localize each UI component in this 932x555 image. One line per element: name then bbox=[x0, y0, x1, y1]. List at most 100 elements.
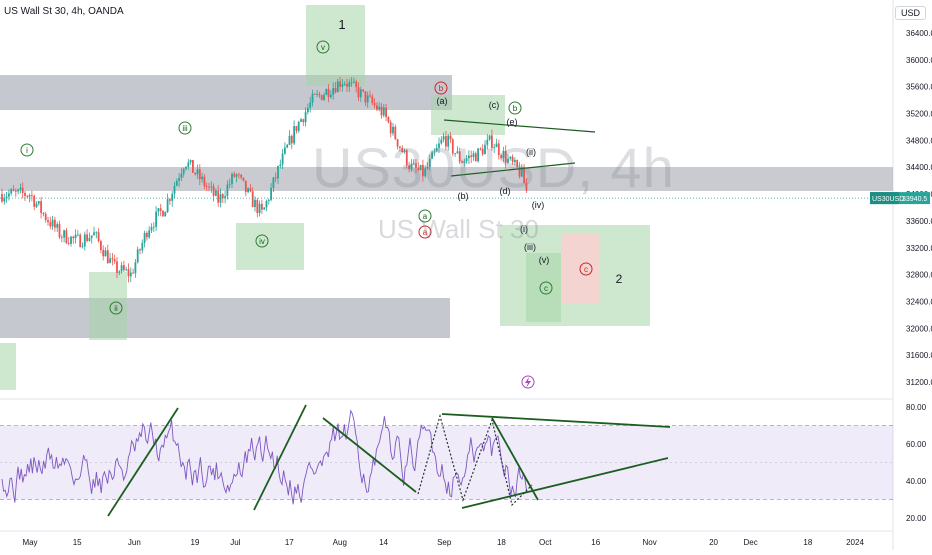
time-tick-label: 20 bbox=[709, 538, 718, 547]
candle bbox=[297, 120, 300, 133]
candle-body bbox=[231, 173, 233, 184]
candle bbox=[488, 134, 491, 141]
candle bbox=[509, 155, 512, 161]
wave-label: i bbox=[26, 146, 28, 155]
candle bbox=[431, 150, 433, 159]
candle-body bbox=[525, 183, 528, 191]
candle-body bbox=[302, 119, 305, 123]
candle-body bbox=[136, 249, 139, 263]
rsi-tick-label: 80.00 bbox=[906, 403, 927, 412]
candle-body bbox=[8, 193, 10, 197]
candle-body bbox=[325, 89, 328, 95]
candle-body bbox=[419, 164, 422, 170]
candle bbox=[341, 79, 344, 92]
candle bbox=[123, 260, 125, 273]
candle bbox=[86, 229, 88, 243]
zone-wave-ii bbox=[89, 272, 127, 340]
candle bbox=[118, 270, 121, 276]
candle-body bbox=[380, 106, 383, 116]
candle bbox=[254, 196, 256, 212]
candle bbox=[171, 191, 174, 207]
candle bbox=[389, 120, 392, 138]
candle-body bbox=[502, 150, 505, 159]
lightning-bolt-icon bbox=[525, 377, 531, 388]
candle bbox=[196, 164, 199, 179]
candle-body bbox=[440, 139, 443, 144]
candle bbox=[81, 242, 84, 249]
zone-wave-1 bbox=[306, 5, 365, 86]
candle-body bbox=[196, 169, 199, 175]
wave-circle bbox=[579, 262, 593, 276]
candle bbox=[136, 246, 139, 264]
candle-body bbox=[382, 107, 385, 116]
candle-body bbox=[212, 186, 215, 196]
candle bbox=[31, 190, 33, 202]
candle bbox=[277, 165, 279, 184]
candle-body bbox=[157, 208, 160, 212]
candle-body bbox=[504, 150, 507, 163]
candle bbox=[511, 154, 514, 165]
candle bbox=[49, 216, 52, 230]
candle bbox=[127, 263, 130, 283]
candle-body bbox=[217, 190, 220, 203]
candle bbox=[486, 134, 489, 150]
candle bbox=[491, 129, 493, 151]
candle-body bbox=[148, 230, 151, 238]
candle bbox=[472, 150, 475, 161]
candle bbox=[231, 172, 233, 189]
candle bbox=[120, 261, 123, 274]
candle bbox=[500, 153, 502, 161]
candle bbox=[373, 98, 376, 109]
candle-body bbox=[26, 195, 29, 197]
candle bbox=[382, 104, 385, 118]
candle-body bbox=[284, 147, 286, 154]
candle bbox=[24, 190, 26, 202]
candle bbox=[141, 239, 144, 254]
candle-body bbox=[465, 158, 468, 162]
candle-body bbox=[104, 250, 107, 257]
candle bbox=[180, 168, 183, 182]
watermark-symbol: US30USD, 4h bbox=[312, 136, 675, 199]
price-tick-label: 33600.0 bbox=[906, 217, 932, 226]
wave-label: (i) bbox=[520, 224, 528, 234]
candle-body bbox=[238, 174, 240, 176]
candle bbox=[394, 124, 397, 140]
candle bbox=[238, 172, 240, 179]
candle bbox=[454, 152, 456, 157]
candle-body bbox=[90, 235, 93, 239]
candle-body bbox=[318, 93, 321, 96]
rsi-trendline bbox=[107, 407, 179, 517]
candle bbox=[35, 201, 38, 209]
candle-body bbox=[279, 164, 282, 167]
candle-body bbox=[387, 117, 390, 123]
rsi-line bbox=[1, 409, 528, 505]
candle-body bbox=[403, 150, 406, 153]
candle bbox=[261, 199, 263, 214]
candle-body bbox=[86, 234, 88, 241]
candle bbox=[164, 211, 167, 217]
candle-body bbox=[433, 151, 436, 153]
candle-body bbox=[350, 81, 353, 83]
candle bbox=[451, 137, 454, 157]
candle-body bbox=[320, 95, 323, 100]
time-tick-label: 15 bbox=[73, 538, 82, 547]
candle-body bbox=[267, 199, 270, 201]
candle-body bbox=[357, 87, 360, 98]
wave-label: 1 bbox=[338, 17, 345, 32]
candle bbox=[240, 174, 243, 180]
candle-body bbox=[134, 262, 137, 274]
triangle-lower-line bbox=[450, 162, 576, 177]
candle-body bbox=[518, 167, 521, 177]
candle bbox=[65, 227, 68, 244]
zone-wave-c bbox=[431, 95, 505, 135]
candle-body bbox=[256, 199, 259, 213]
wave-circle bbox=[20, 143, 34, 157]
candle bbox=[111, 253, 114, 266]
candle bbox=[56, 221, 59, 232]
wave-label: (ii) bbox=[526, 147, 536, 157]
candle-body bbox=[178, 177, 180, 181]
currency-button[interactable]: USD bbox=[894, 6, 926, 20]
candle bbox=[330, 90, 332, 99]
